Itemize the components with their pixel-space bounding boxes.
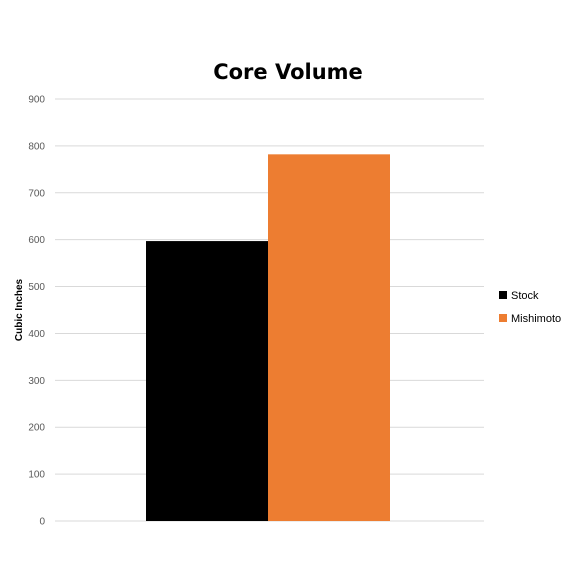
legend: Stock Mishimoto — [499, 290, 561, 325]
bar-stock — [146, 241, 268, 521]
bar-group — [146, 154, 390, 521]
y-tick-label: 900 — [28, 95, 45, 106]
y-tick-label: 100 — [28, 470, 45, 481]
bar-mishimoto — [268, 154, 390, 521]
legend-label-mishimoto: Mishimoto — [511, 313, 561, 325]
y-tick-label: 400 — [28, 329, 45, 340]
legend-swatch-stock — [499, 291, 507, 299]
y-tick-label: 700 — [28, 188, 45, 199]
y-tick-label: 500 — [28, 282, 45, 293]
y-tick-label: 200 — [28, 423, 45, 434]
y-tick-label: 600 — [28, 235, 45, 246]
y-axis-tick-labels: 0 100 200 300 400 500 600 700 800 900 — [28, 95, 45, 528]
y-tick-label: 800 — [28, 141, 45, 152]
legend-swatch-mishimoto — [499, 314, 507, 322]
y-tick-label: 0 — [39, 517, 45, 528]
y-tick-label: 300 — [28, 376, 45, 387]
chart-title: Core Volume — [213, 60, 363, 84]
y-axis-label: Cubic Inches — [14, 278, 25, 341]
legend-label-stock: Stock — [511, 290, 539, 302]
